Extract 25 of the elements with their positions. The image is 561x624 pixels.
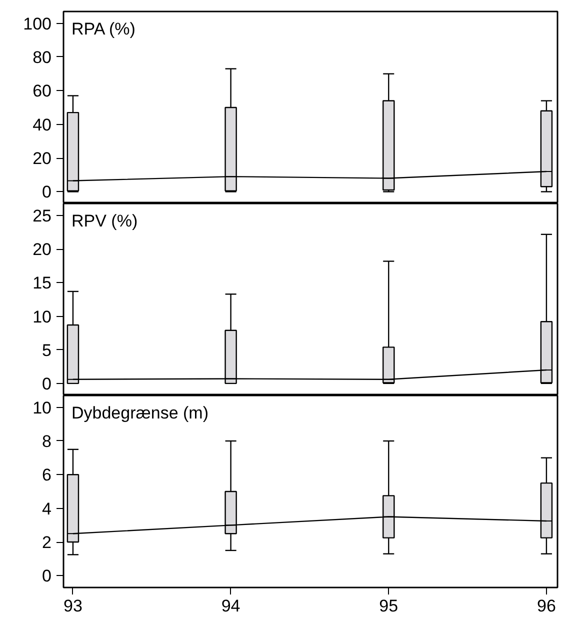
y-tick-label: 80 xyxy=(32,48,52,67)
y-tick-label: 4 xyxy=(42,499,52,518)
y-tick-label: 0 xyxy=(42,182,52,202)
y-tick-label: 6 xyxy=(42,466,52,485)
y-tick-label: 15 xyxy=(32,274,52,293)
text: Dybdegrænse (m) xyxy=(72,404,208,422)
y-tick-label: 0 xyxy=(42,374,52,394)
text: RPV (%) xyxy=(72,212,138,230)
y-tick-label: 5 xyxy=(42,340,52,360)
text: RPA (%) xyxy=(72,20,136,38)
y-tick-label: 60 xyxy=(32,82,52,101)
y-tick-label: 8 xyxy=(42,432,52,451)
x-tick-label: 93 xyxy=(64,596,82,616)
y-tick-label: 20 xyxy=(32,149,52,168)
y-tick-label: 20 xyxy=(32,240,52,260)
y-tick-label: 10 xyxy=(32,398,52,418)
x-tick-label: 96 xyxy=(536,596,556,616)
y-tick-label: 40 xyxy=(32,115,52,134)
y-tick-label: 2 xyxy=(42,533,52,552)
y-tick-label: 100 xyxy=(23,14,52,34)
y-tick-label: 10 xyxy=(32,307,52,326)
y-tick-label: 0 xyxy=(42,566,52,586)
y-tick-label: 25 xyxy=(32,206,52,226)
x-tick-label: 94 xyxy=(221,596,240,616)
x-tick-label: 95 xyxy=(379,596,398,616)
